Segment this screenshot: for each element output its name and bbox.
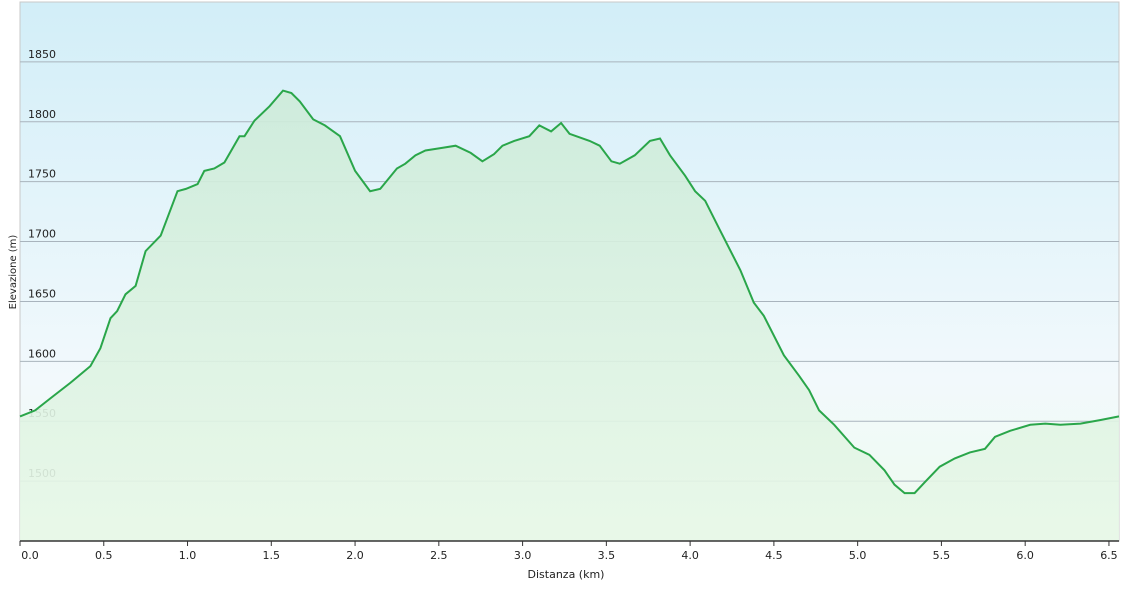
x-tick-label: 0.0 (21, 549, 39, 562)
x-tick-label: 4.5 (765, 549, 783, 562)
x-tick-label: 1.0 (179, 549, 197, 562)
elevation-line (19, 89, 1120, 495)
y-tick-label: 1750 (28, 168, 56, 181)
x-tick-label: 3.5 (598, 549, 616, 562)
x-tick-label: 4.0 (681, 549, 699, 562)
x-tick-label: 1.5 (263, 549, 281, 562)
y-tick-label: 1700 (28, 228, 56, 241)
x-tick-label: 2.0 (346, 549, 364, 562)
x-tick-label: 6.5 (1100, 549, 1118, 562)
x-tick-label: 2.5 (430, 549, 448, 562)
x-tick-label: 5.5 (933, 549, 951, 562)
x-tick-label: 3.0 (514, 549, 532, 562)
y-tick-label: 1800 (28, 108, 56, 121)
y-tick-label: 1600 (28, 347, 56, 360)
x-tick-label: 0.5 (95, 549, 113, 562)
x-tick-label: 6.0 (1016, 549, 1034, 562)
y-tick-label: 1850 (28, 48, 56, 61)
y-tick-label: 1650 (28, 287, 56, 300)
x-axis-label: Distanza (km) (528, 568, 605, 581)
x-tick-label: 5.0 (849, 549, 867, 562)
area-fill (20, 90, 1119, 541)
y-axis-label: Elevazione (m) (8, 235, 19, 310)
